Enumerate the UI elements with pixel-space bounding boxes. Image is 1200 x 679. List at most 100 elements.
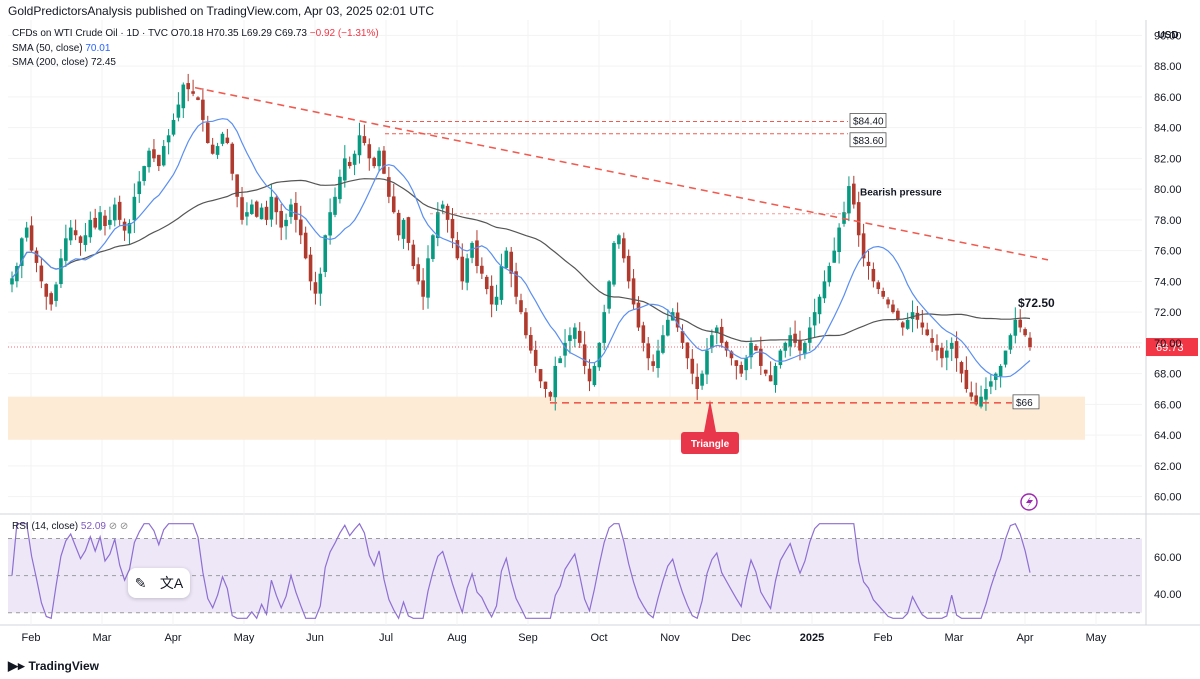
candle — [514, 262, 518, 305]
support-zone — [8, 396, 1085, 440]
candle — [328, 198, 332, 245]
last-price-value: 69.73 — [1156, 342, 1184, 354]
candle — [460, 243, 465, 290]
candle — [636, 296, 641, 331]
candle — [250, 199, 254, 216]
candle — [803, 341, 807, 359]
candle — [298, 205, 303, 245]
candle — [401, 218, 406, 249]
candle — [142, 165, 146, 186]
candle — [220, 131, 225, 147]
price-grid — [0, 20, 1200, 626]
candle — [533, 340, 538, 373]
candle — [318, 267, 323, 306]
candle — [817, 294, 822, 324]
candle — [269, 184, 274, 227]
candle — [480, 257, 484, 280]
price-tick-label: 88.00 — [1154, 61, 1182, 73]
high-value: H70.35 — [206, 28, 239, 39]
drawing-toolbar[interactable]: ✎ 文A — [128, 568, 190, 598]
candle — [675, 302, 680, 332]
price-tick-label: 84.00 — [1154, 123, 1182, 135]
candle — [768, 361, 773, 382]
candle — [279, 204, 283, 241]
candle — [690, 349, 695, 385]
candle — [499, 253, 504, 305]
sma50-legend[interactable]: SMA (50, close) 70.01 — [12, 43, 110, 54]
time-tick-label: Feb — [22, 632, 41, 644]
price-tick-label: 82.00 — [1154, 153, 1182, 165]
time-tick-label: Sep — [518, 632, 538, 644]
candle — [78, 235, 83, 256]
magic-wand-icon[interactable]: ✎ — [134, 574, 147, 591]
rsi-axis: 60.00 40.00 — [1154, 552, 1182, 601]
candle — [19, 237, 24, 279]
price-tick-label: 70.00 — [1154, 338, 1182, 350]
time-tick-label: Feb — [874, 632, 893, 644]
candle — [303, 226, 308, 260]
symbol-name: CFDs on WTI Crude Oil · 1D · TVC — [12, 28, 168, 39]
low-value: L69.29 — [241, 28, 272, 39]
candle — [602, 304, 607, 351]
rsi-legend[interactable]: RSI (14, close) 52.09 ⊘ ⊘ — [12, 521, 128, 532]
candle — [592, 362, 597, 387]
candle — [719, 318, 724, 348]
price-tick-label: 64.00 — [1154, 430, 1182, 442]
time-tick-label: May — [234, 632, 255, 644]
time-tick-label: May — [1086, 632, 1107, 644]
candle — [323, 234, 328, 278]
candle — [1013, 307, 1018, 344]
candle — [15, 262, 19, 288]
candle — [969, 381, 974, 401]
sma200-label: SMA (200, close) — [12, 57, 89, 68]
level-label-84-40-box — [849, 113, 887, 128]
candle — [876, 280, 881, 295]
candle — [1008, 333, 1013, 354]
candle — [568, 327, 572, 354]
candle — [714, 325, 719, 344]
candle — [528, 327, 533, 354]
candle — [666, 309, 670, 337]
candle — [930, 329, 934, 352]
candle — [964, 356, 969, 393]
candle — [905, 312, 910, 330]
time-axis[interactable]: Feb Mar Apr May Jun Jul Aug Sep Oct Nov Dec 2025 Feb… — [22, 632, 1107, 644]
price-tick-label: 66.00 — [1154, 399, 1182, 411]
candle — [494, 284, 499, 311]
candle — [338, 169, 342, 204]
candle — [235, 174, 239, 208]
candle — [475, 230, 479, 274]
candle — [881, 287, 885, 300]
candle — [1028, 332, 1032, 351]
tradingview-footer[interactable]: ▶▸ TradingView — [8, 658, 99, 674]
rsi-source-icons: ⊘ ⊘ — [108, 521, 129, 532]
time-tick-label: Jun — [306, 632, 324, 644]
candle — [837, 223, 841, 264]
candle — [1018, 309, 1023, 333]
translate-icon[interactable]: 文A — [159, 575, 184, 591]
candle — [396, 209, 401, 241]
publish-info: GoldPredictorsAnalysis published on Trad… — [8, 4, 435, 18]
close-value: C69.73 — [274, 28, 307, 39]
time-tick-label: Apr — [164, 632, 181, 644]
rsi-value: 52.09 — [80, 521, 106, 532]
time-tick-label: Nov — [660, 632, 680, 644]
candle — [621, 232, 626, 263]
candle — [274, 195, 279, 225]
candle — [54, 281, 58, 307]
candle — [646, 337, 651, 371]
candle — [763, 369, 768, 377]
candle — [24, 221, 29, 242]
candlesticks — [10, 73, 1032, 411]
time-tick-label: Dec — [731, 632, 751, 644]
candle — [524, 307, 528, 339]
symbol-legend: CFDs on WTI Crude Oil · 1D · TVC O70.18 … — [12, 28, 379, 39]
candle — [166, 128, 171, 155]
sma200-legend[interactable]: SMA (200, close) 72.45 — [12, 57, 116, 68]
candle — [754, 344, 758, 351]
candle — [391, 183, 396, 214]
candle — [739, 361, 744, 377]
price-tick-label: 78.00 — [1154, 215, 1182, 227]
